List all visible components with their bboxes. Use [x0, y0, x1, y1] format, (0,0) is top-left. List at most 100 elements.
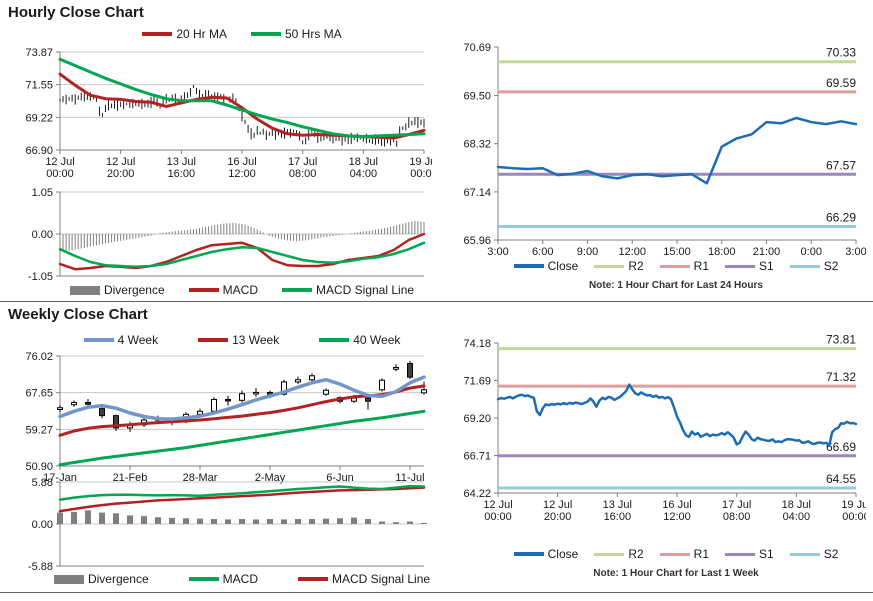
divergence-bar	[223, 223, 225, 234]
x-tick-label: 04:00	[783, 511, 811, 523]
level-label-r2: 73.81	[826, 333, 856, 347]
divergence-bar	[127, 515, 133, 524]
divergence-bar	[183, 518, 189, 524]
legend-line-swatch	[513, 552, 544, 556]
divergence-bar	[89, 234, 91, 247]
divergence-bar	[150, 234, 152, 236]
x-tick-label: 13 Jul	[603, 499, 632, 511]
divergence-bar	[120, 234, 122, 241]
divergence-bar	[351, 517, 357, 524]
candle-body	[113, 415, 119, 429]
y-tick-label: 70.69	[463, 42, 491, 54]
x-tick-label: 11-Jul	[395, 472, 424, 484]
divergence-bar	[390, 226, 392, 234]
candle-body	[211, 398, 217, 412]
divergence-bar	[393, 522, 399, 524]
legend-label: R1	[693, 259, 709, 273]
series-line	[58, 486, 426, 513]
y-tick-label: 67.14	[463, 187, 491, 199]
candle-body	[71, 402, 77, 406]
x-tick-label: 16 Jul	[227, 156, 256, 168]
hourly-price-legend: 20 Hr MA 50 Hrs MA	[8, 26, 432, 42]
legend-line-swatch	[594, 264, 625, 268]
x-tick-label: 19 Jul	[841, 499, 866, 511]
legend-label: S2	[823, 547, 839, 561]
divergence-bar	[338, 234, 340, 236]
x-tick-label: 0:00	[801, 246, 822, 258]
divergence-bar	[353, 232, 355, 234]
divergence-bar	[284, 234, 285, 240]
divergence-bar	[217, 224, 219, 234]
divergence-bar	[421, 522, 427, 524]
legend-label: 20 Hr MA	[176, 27, 227, 41]
level-label-r2: 70.33	[826, 46, 856, 60]
legend-item-40-week: 40 Week	[319, 333, 400, 347]
series-line	[496, 116, 858, 185]
x-tick-label: 3:00	[487, 246, 508, 258]
divergence-bar	[368, 230, 370, 234]
candle-body	[197, 410, 203, 415]
y-tick-label: 71.69	[463, 376, 491, 388]
divergence-bar	[83, 234, 85, 248]
divergence-bar	[287, 234, 288, 241]
legend-label: MACD	[222, 572, 258, 586]
divergence-bar	[153, 234, 155, 235]
legend-label: 40 Week	[353, 333, 401, 347]
candle-body	[57, 407, 63, 411]
divergence-bar	[253, 519, 259, 524]
y-tick-label: 66.71	[463, 451, 491, 463]
x-tick-label: 12 Jul	[106, 156, 135, 168]
divergence-bar	[99, 512, 105, 524]
weekly-price-chart: 50.90 59.27 67.65 76.02 17-Jan 21-Feb 28-Mar 2-…	[25, 351, 427, 484]
divergence-bar	[141, 234, 143, 238]
divergence-bar	[250, 226, 252, 234]
divergence-bar	[211, 225, 213, 234]
divergence-bar	[299, 234, 301, 241]
divergence-bar	[241, 224, 243, 234]
divergence-bar	[356, 232, 358, 234]
x-tick-label: 21-Feb	[113, 472, 148, 484]
divergence-bar	[205, 226, 207, 234]
legend-label: R2	[628, 259, 644, 273]
divergence-bar	[226, 223, 228, 234]
y-tick-label: 71.55	[25, 80, 53, 92]
divergence-bar	[162, 232, 164, 234]
legend-label: Close	[547, 259, 579, 273]
divergence-bar	[155, 517, 161, 524]
legend-label: R1	[693, 547, 709, 561]
legend-label: R2	[628, 547, 644, 561]
divergence-bar	[74, 234, 76, 250]
x-tick-label: 00:00	[410, 168, 432, 180]
x-tick-label: 17-Jan	[43, 472, 77, 484]
divergence-bar	[387, 227, 389, 234]
legend-line-swatch	[659, 552, 690, 556]
divergence-bar	[71, 511, 77, 524]
divergence-bar	[359, 232, 361, 234]
legend-line-swatch	[789, 552, 820, 556]
x-tick-label: 3:00	[845, 246, 866, 258]
candle-body	[295, 379, 301, 383]
legend-line-swatch	[725, 552, 755, 556]
divergence-bar	[71, 234, 73, 251]
divergence-bar	[320, 234, 322, 238]
y-tick-label: 68.32	[463, 139, 491, 151]
legend-label: S1	[759, 259, 774, 273]
divergence-bar	[323, 234, 325, 238]
level-label-s1: 67.57	[826, 158, 856, 172]
divergence-bar	[165, 232, 167, 234]
legend-label: 13 Week	[232, 333, 280, 347]
divergence-bar	[129, 234, 131, 240]
divergence-bar	[365, 519, 371, 524]
legend-item-s1: S1	[725, 547, 774, 561]
legend-line-swatch	[789, 264, 820, 268]
divergence-bar	[308, 234, 310, 240]
x-tick-label: 00:00	[46, 168, 74, 180]
divergence-bar	[214, 225, 216, 234]
legend-line-swatch	[659, 264, 690, 268]
divergence-bar	[375, 229, 376, 234]
candle-body	[379, 379, 385, 391]
x-tick-label: 12:00	[618, 246, 646, 258]
divergence-bar	[98, 234, 100, 245]
